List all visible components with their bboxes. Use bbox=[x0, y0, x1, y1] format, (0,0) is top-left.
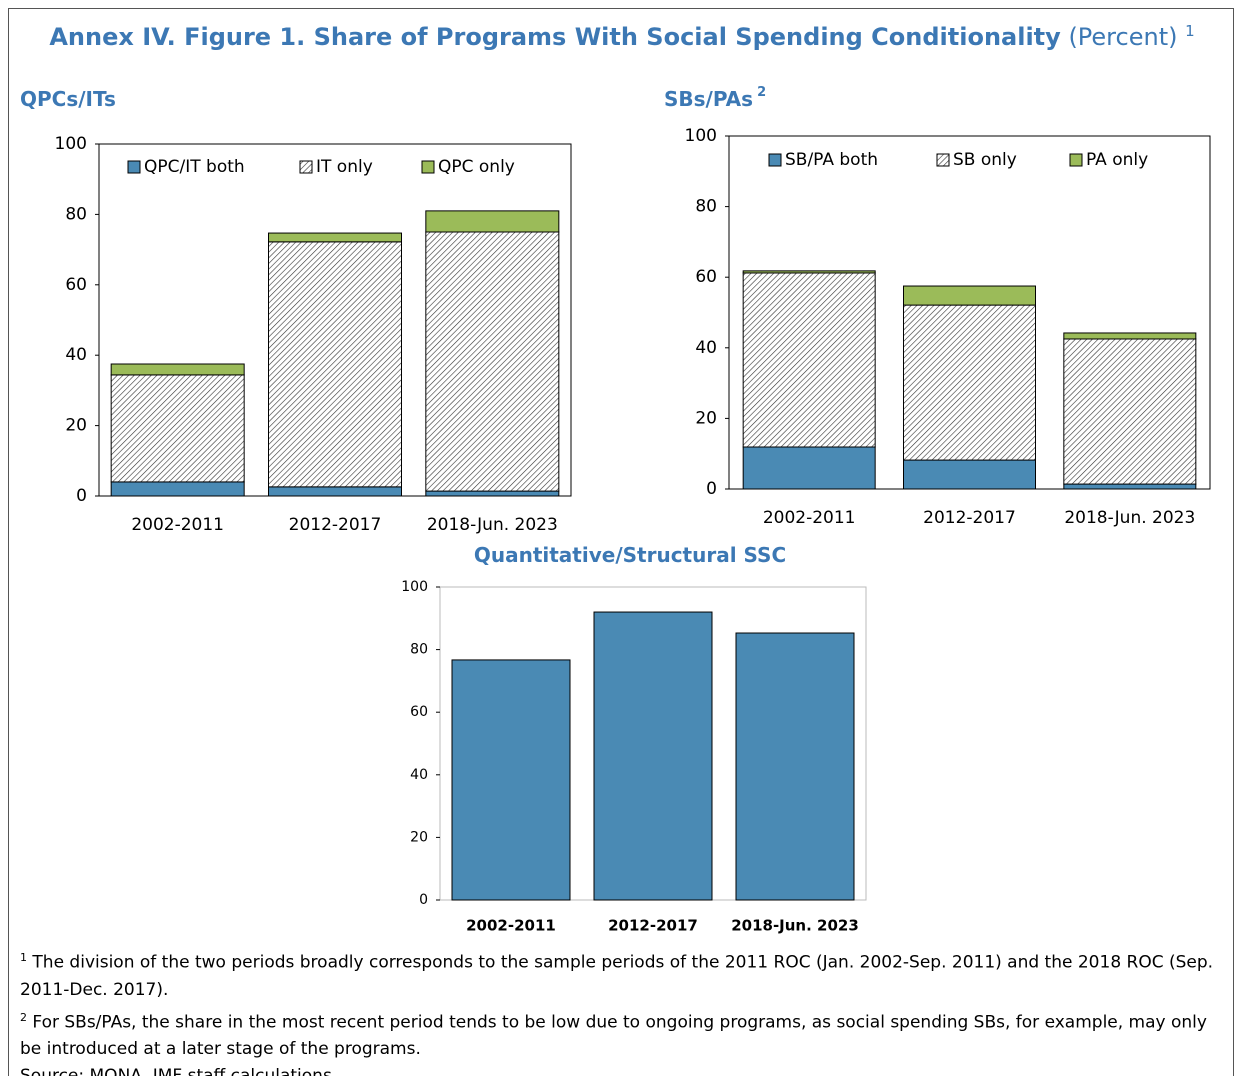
figure-title: Annex IV. Figure 1. Share of Programs Wi… bbox=[0, 22, 1244, 51]
x-tick-label: 2012-2017 bbox=[608, 917, 698, 935]
bar-segment bbox=[1063, 483, 1197, 490]
chart-title: SBs/PAs 2 bbox=[664, 85, 766, 111]
legend-swatch bbox=[127, 160, 141, 174]
x-tick-label: 2018-Jun. 2023 bbox=[1064, 508, 1195, 528]
y-tick-label: 80 bbox=[65, 204, 87, 224]
footnote-text: For SBs/PAs, the share in the most recen… bbox=[20, 1012, 1207, 1060]
x-tick-label: 2018-Jun. 2023 bbox=[427, 515, 558, 535]
footnote: 2 For SBs/PAs, the share in the most rec… bbox=[20, 1004, 1230, 1064]
chart-title: QPCs/ITs bbox=[20, 87, 116, 111]
y-tick-label: 0 bbox=[76, 486, 87, 506]
chart-title-text: Quantitative/Structural SSC bbox=[474, 543, 786, 567]
y-tick-label: 100 bbox=[401, 579, 428, 595]
chart-title-text: SBs/PAs bbox=[664, 87, 753, 111]
x-tick-label: 2012-2017 bbox=[923, 508, 1016, 528]
chart-title: Quantitative/Structural SSC bbox=[474, 543, 786, 567]
x-tick-label: 2012-2017 bbox=[289, 515, 382, 535]
bar-segment bbox=[742, 446, 876, 490]
bar bbox=[593, 611, 713, 901]
legend-swatch bbox=[421, 160, 435, 174]
chart-title-text: QPCs/ITs bbox=[20, 87, 116, 111]
legend-swatch bbox=[299, 160, 313, 174]
chart-title-note: 2 bbox=[757, 85, 766, 100]
legend-label: QPC only bbox=[438, 157, 515, 177]
bar-segment bbox=[110, 363, 245, 376]
y-tick-label: 0 bbox=[706, 479, 717, 499]
bar-segment bbox=[742, 270, 876, 274]
notes: 1 The division of the two periods broadl… bbox=[20, 944, 1230, 1076]
legend-label: PA only bbox=[1086, 150, 1148, 170]
bar-segment bbox=[1063, 338, 1197, 485]
x-tick-label: 2002-2011 bbox=[131, 515, 224, 535]
y-tick-label: 80 bbox=[695, 197, 717, 217]
bar-segment bbox=[903, 459, 1036, 490]
legend-swatch bbox=[1069, 153, 1083, 167]
bar-segment bbox=[425, 490, 560, 497]
footnote-text: The division of the two periods broadly … bbox=[20, 952, 1214, 1000]
bar-segment bbox=[110, 481, 245, 497]
y-tick-label: 80 bbox=[410, 642, 428, 658]
y-tick-label: 20 bbox=[695, 408, 717, 428]
y-tick-label: 20 bbox=[410, 829, 428, 845]
bar-segment bbox=[268, 232, 402, 243]
bar bbox=[451, 659, 571, 901]
y-tick-label: 40 bbox=[695, 338, 717, 358]
title-unit: (Percent) bbox=[1068, 23, 1178, 51]
y-tick-label: 20 bbox=[65, 416, 87, 436]
bar-segment bbox=[1063, 332, 1197, 340]
source: Source: MONA, IMF staff calculations. bbox=[20, 1063, 1230, 1076]
y-tick-label: 40 bbox=[410, 767, 428, 783]
legend-swatch bbox=[768, 153, 782, 167]
y-tick-label: 60 bbox=[695, 267, 717, 287]
x-tick-label: 2002-2011 bbox=[763, 508, 856, 528]
legend-swatch bbox=[936, 153, 950, 167]
title-text: Annex IV. Figure 1. Share of Programs Wi… bbox=[49, 23, 1061, 51]
x-tick-label: 2018-Jun. 2023 bbox=[731, 917, 859, 935]
x-tick-label: 2002-2011 bbox=[466, 917, 556, 935]
bar-segment bbox=[268, 241, 402, 488]
legend-label: QPC/IT both bbox=[144, 157, 245, 177]
footnote: 1 The division of the two periods broadl… bbox=[20, 944, 1230, 1004]
footnote-mark: 2 bbox=[20, 1010, 27, 1024]
legend-label: IT only bbox=[316, 157, 373, 177]
y-tick-label: 100 bbox=[55, 134, 87, 154]
bar-segment bbox=[268, 486, 402, 497]
footnote-mark: 1 bbox=[20, 951, 27, 964]
y-tick-label: 0 bbox=[419, 892, 428, 908]
legend-label: SB only bbox=[953, 150, 1017, 170]
bar bbox=[735, 632, 855, 901]
frame bbox=[8, 8, 1234, 1076]
y-tick-label: 60 bbox=[65, 275, 87, 295]
bar-segment bbox=[425, 210, 560, 233]
bar-segment bbox=[903, 285, 1036, 306]
bar-segment bbox=[425, 231, 560, 492]
bar-segment bbox=[903, 304, 1036, 461]
legend-label: SB/PA both bbox=[785, 150, 878, 170]
title-mark: 1 bbox=[1185, 22, 1195, 40]
y-tick-label: 40 bbox=[65, 345, 87, 365]
y-tick-label: 60 bbox=[410, 704, 428, 720]
bar-segment bbox=[110, 374, 245, 483]
bar-segment bbox=[742, 272, 876, 448]
y-tick-label: 100 bbox=[685, 126, 717, 146]
